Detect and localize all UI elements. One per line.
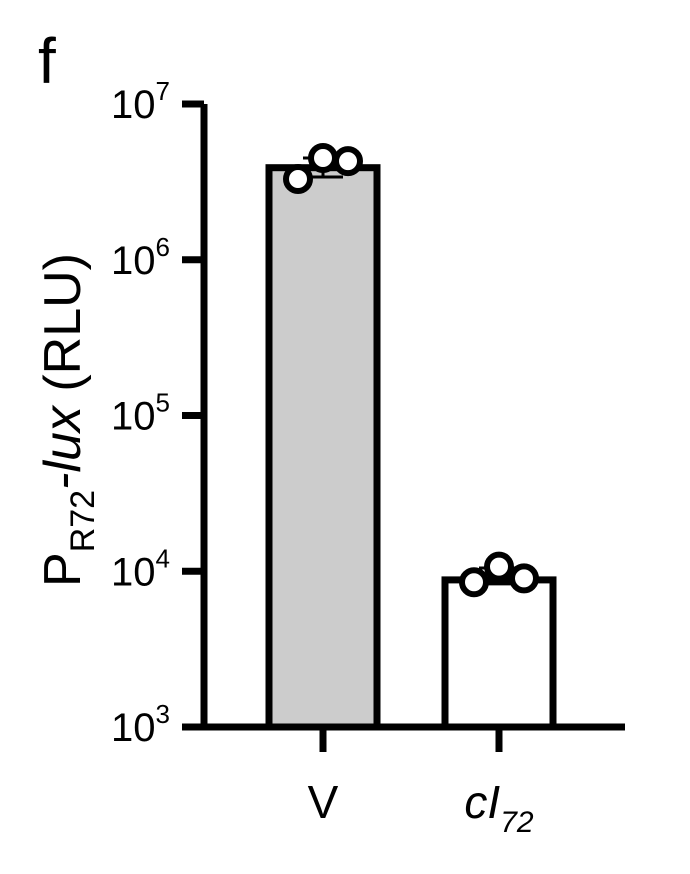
y-tick-label: 103 [111,699,170,750]
data-point [283,163,313,194]
x-tick-label: V [308,776,339,828]
data-point [484,551,514,582]
y-axis: 103 104 105 106 107 [111,76,208,750]
bar-v [265,164,381,731]
y-tick-label: 105 [111,388,170,439]
bars [265,164,557,731]
bar-ci72 [441,576,557,731]
x-tick-label: cI72 [464,776,533,839]
y-axis-label: PR72-lux (RLU) [34,253,102,587]
data-point [509,563,539,594]
data-point [308,143,338,174]
y-tick-label: 106 [111,232,170,283]
data-point [333,146,363,177]
data-points [283,143,539,598]
y-tick-label: 104 [111,543,170,594]
y-tick-label: 107 [111,76,170,127]
panel-label: f [38,25,56,97]
data-point [459,567,489,598]
